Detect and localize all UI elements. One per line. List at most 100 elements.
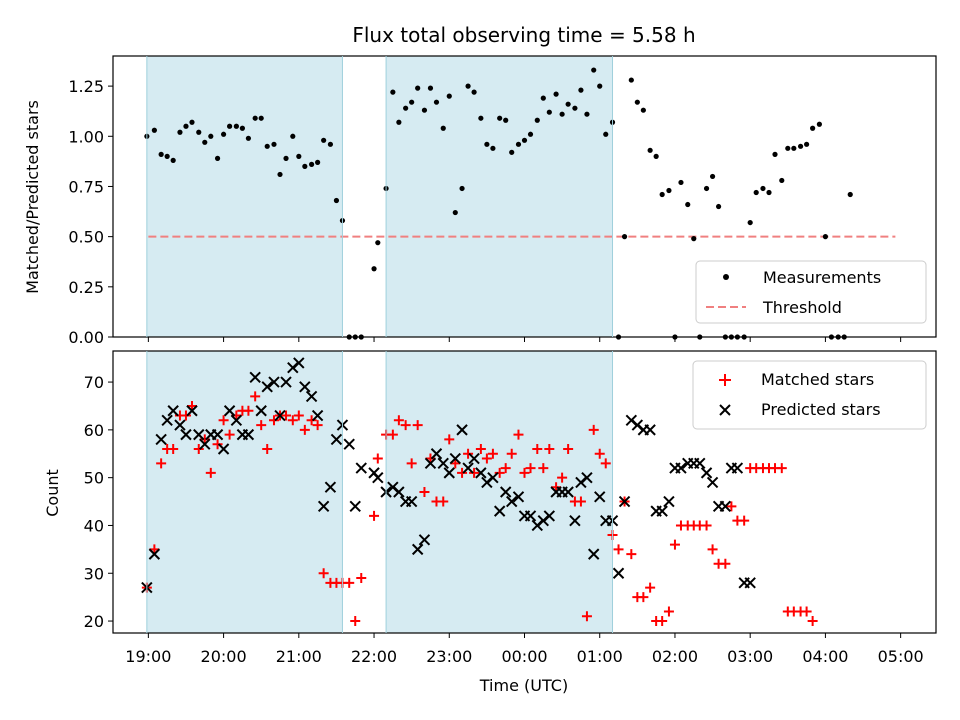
predicted-star-point	[731, 462, 744, 474]
measurement-point	[810, 125, 816, 131]
predicted-star-point	[468, 452, 480, 465]
measurement-point	[415, 85, 421, 91]
predicted-star-point	[299, 381, 311, 393]
legend-label-measurements: Measurements	[763, 268, 881, 287]
matched-star-point	[487, 448, 498, 459]
measurement-point	[584, 111, 590, 117]
predicted-star-point	[430, 448, 443, 460]
observing-window-shade	[146, 56, 343, 337]
matched-star-point	[563, 443, 574, 454]
predicted-star-point	[355, 462, 367, 474]
legend-label-predicted: Predicted stars	[761, 400, 881, 419]
matched-star-point	[425, 453, 436, 464]
measurement-point	[591, 67, 597, 73]
matched-star-point	[669, 539, 680, 550]
matched-star-point	[600, 458, 611, 469]
predicted-star-point	[148, 548, 161, 560]
x-tick-label: 05:00	[878, 647, 924, 666]
matched-star-point	[406, 458, 417, 469]
predicted-star-point	[462, 462, 474, 474]
matched-star-point	[739, 515, 750, 526]
predicted-star-point	[675, 462, 687, 474]
measurement-point	[252, 115, 258, 121]
measurement-point	[283, 155, 289, 161]
measurement-point	[452, 209, 458, 216]
matched-star-point	[387, 429, 398, 440]
matched-star-point	[638, 592, 649, 603]
ratio-y-axis-label: Matched/Predicted stars	[23, 100, 42, 294]
predicted-star-point	[543, 510, 556, 522]
count-panel: 20 30 40 50 60 70 Count Matched stars Predict…	[43, 350, 937, 638]
matched-star-point	[645, 582, 656, 593]
predicted-star-point	[475, 467, 487, 479]
measurement-point	[534, 117, 540, 123]
predicted-star-point	[343, 438, 355, 450]
matched-star-point	[205, 467, 216, 478]
predicted-star-point	[393, 486, 405, 498]
measurement-point	[753, 189, 759, 196]
matched-star-point	[657, 616, 668, 627]
matched-star-point	[506, 448, 517, 459]
measurement-point	[515, 141, 522, 147]
measurement-point	[390, 89, 396, 95]
matched-star-point	[551, 482, 562, 493]
measurement-point	[597, 83, 603, 89]
predicted-star-point	[700, 467, 713, 479]
matched-star-point	[356, 573, 367, 584]
matched-star-point	[450, 458, 461, 469]
measurement-point	[214, 155, 221, 161]
x-axis-label: Time (UTC)	[479, 676, 568, 695]
measurement-point	[296, 153, 302, 159]
matched-star-point	[186, 400, 197, 411]
measurement-point	[333, 197, 340, 204]
measurement-point	[747, 219, 753, 226]
measurement-point	[603, 131, 609, 137]
measurement-points	[144, 67, 853, 340]
matched-star-point	[720, 558, 731, 569]
measurement-point	[527, 131, 534, 137]
predicted-star-point	[493, 505, 506, 517]
count-axis-ticks: 20 30 40 50 60 70	[84, 373, 902, 638]
y-tick-label: 30	[84, 564, 104, 583]
predicted-star-point	[167, 405, 179, 417]
measurement-point	[321, 137, 327, 143]
y-tick-label: 40	[84, 516, 104, 535]
predicted-star-point	[223, 405, 236, 417]
predicted-star-point	[242, 428, 255, 441]
measurement-point	[797, 143, 804, 149]
measurement-point	[553, 91, 559, 97]
measurement-point	[804, 141, 810, 147]
measurement-point	[659, 191, 665, 198]
measurement-point	[685, 201, 691, 208]
measurement-point	[628, 77, 634, 83]
matched-star-point	[726, 501, 737, 512]
matched-star-point	[557, 472, 568, 483]
measurement-point	[703, 185, 710, 192]
matched-star-point	[281, 410, 292, 421]
x-tick-label: 20:00	[201, 647, 247, 666]
predicted-star-point	[456, 424, 468, 436]
predicted-star-point	[174, 419, 186, 431]
matched-star-point	[663, 606, 674, 617]
legend-box	[695, 260, 927, 324]
predicted-star-point	[443, 467, 455, 479]
matched-star-point	[393, 415, 404, 426]
measurement-point	[634, 99, 640, 105]
measurement-point	[409, 99, 415, 105]
measurement-point	[264, 143, 270, 149]
matched-star-point	[344, 577, 355, 588]
measurement-point	[715, 203, 722, 210]
predicted-star-point	[612, 567, 625, 579]
measurement-point	[490, 145, 496, 151]
x-tick-label: 19:00	[125, 647, 171, 666]
predicted-star-point	[372, 471, 384, 484]
legend-dot-marker	[723, 274, 729, 280]
matched-star-point	[156, 458, 167, 469]
measurement-point	[151, 127, 157, 133]
measurement-point	[327, 141, 334, 147]
predicted-star-point	[719, 500, 732, 513]
matched-star-point	[469, 467, 480, 478]
ratio-panel: 0.00 0.25 0.50 0.75 1.00 1.25 Matched/Predict…	[23, 55, 937, 347]
x-tick-label: 21:00	[276, 647, 322, 666]
